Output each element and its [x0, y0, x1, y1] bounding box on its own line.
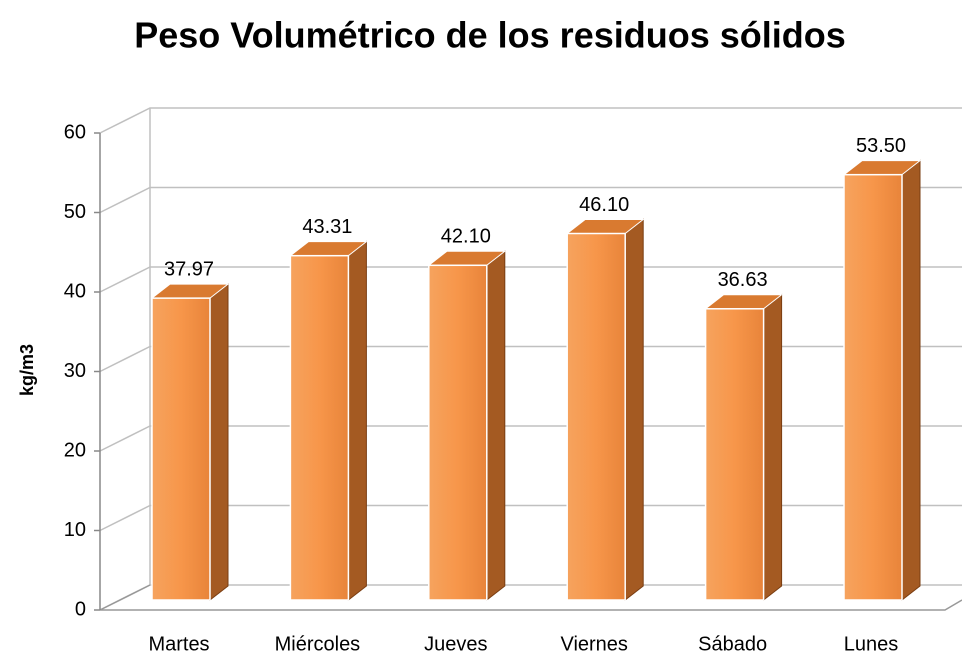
- grid-line: [99, 584, 962, 611]
- y-tick-label: 60: [64, 121, 86, 143]
- grid-line: [99, 425, 962, 452]
- grid-line: [99, 186, 962, 214]
- x-tick-label: Lunes: [844, 633, 899, 655]
- y-axis-label: kg/m3: [17, 344, 37, 396]
- y-tick-label: 20: [64, 439, 86, 461]
- grid-line: [99, 107, 962, 134]
- grid-line: [99, 504, 962, 532]
- value-label: 37.97: [164, 258, 214, 280]
- bar-side: [486, 250, 506, 602]
- y-tick-label: 50: [64, 201, 86, 223]
- bar: [151, 297, 211, 601]
- value-label: 43.31: [302, 216, 352, 238]
- bar: [428, 264, 488, 601]
- floor: [99, 584, 962, 611]
- x-tick-label: Jueves: [424, 633, 487, 655]
- y-tick-label: 10: [64, 519, 86, 541]
- bar-side: [624, 218, 644, 602]
- bar: [843, 173, 903, 601]
- x-tick-label: Martes: [148, 633, 209, 655]
- value-label: 36.63: [718, 269, 768, 291]
- grid-line: [99, 345, 962, 373]
- y-tick-label: 30: [64, 360, 86, 382]
- bar-side: [763, 293, 783, 602]
- bar: [289, 254, 350, 601]
- chart-title: Peso Volumétrico de los residuos sólidos: [134, 15, 846, 56]
- bar-side: [209, 283, 229, 602]
- x-tick-label: Miércoles: [275, 633, 361, 655]
- bar-side: [901, 159, 921, 602]
- grid-line: [99, 266, 962, 293]
- value-label: 46.10: [579, 194, 629, 216]
- value-label: 53.50: [856, 135, 906, 157]
- x-tick-label: Viernes: [560, 633, 627, 655]
- x-tick-label: Sábado: [698, 633, 767, 655]
- y-tick-label: 0: [75, 598, 86, 620]
- bar-side: [347, 240, 367, 602]
- y-tick-label: 40: [64, 280, 86, 302]
- bar: [704, 308, 765, 601]
- value-label: 42.10: [441, 226, 491, 248]
- bar: [566, 232, 626, 601]
